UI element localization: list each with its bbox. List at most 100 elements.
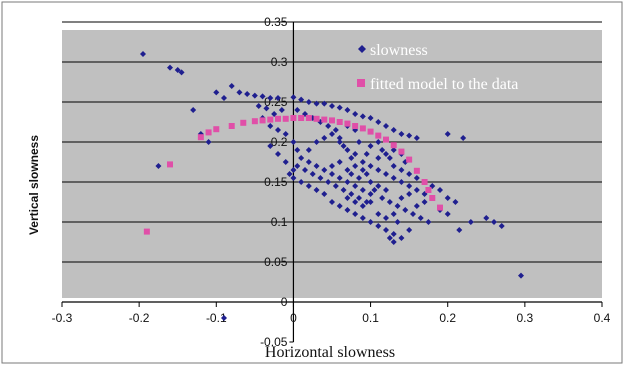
fitted-point-4 [213,126,220,133]
fitted-point-20 [352,123,359,129]
slowness-point-159 [332,183,339,189]
slowness-point-119 [444,195,451,201]
slowness-point-91 [363,171,370,177]
slowness-point-96 [394,203,401,209]
slowness-point-44 [313,163,320,169]
slowness-point-38 [275,127,281,133]
fitted-point-7 [251,118,258,125]
x-tick-label-3: 0 [290,311,297,325]
slowness-point-20 [359,113,366,120]
slowness-point-133 [413,203,420,209]
slowness-point-112 [398,167,405,173]
y-tick-label-3: 0.1 [271,215,288,229]
fitted-point-25 [390,142,397,149]
fitted-point-22 [367,128,374,135]
slowness-point-49 [352,183,359,189]
fitted-point-29 [421,179,428,185]
slowness-point-8 [259,93,266,100]
slowness-point-156 [356,195,362,201]
slowness-point-75 [321,191,328,197]
slowness-point-111 [390,163,397,169]
slowness-point-69 [413,187,420,193]
slowness-point-170 [383,187,389,193]
slowness-point-77 [336,203,343,209]
slowness-point-108 [375,139,382,145]
slowness-point-2 [174,67,181,73]
slowness-point-68 [406,183,413,189]
fitted-point-21 [359,125,366,132]
slowness-point-12 [298,96,305,103]
slowness-point-151 [375,211,382,217]
legend-label-fitted-model: fitted model to the data [370,76,518,93]
fitted-point-1 [167,161,173,168]
slowness-point-60 [344,147,351,153]
slowness-point-115 [413,175,420,181]
slowness-point-126 [491,219,497,225]
slowness-point-42 [298,155,305,161]
series-slowness-points [140,51,524,321]
slowness-point-89 [348,171,355,177]
slowness-point-93 [371,187,378,193]
fitted-point-5 [228,123,235,129]
slowness-point-0 [140,51,146,57]
slowness-point-83 [383,227,389,233]
slowness-point-40 [290,139,297,145]
slowness-point-163 [302,167,308,173]
slowness-point-110 [386,155,393,161]
slowness-point-17 [336,104,343,111]
slowness-point-164 [294,163,301,169]
slowness-point-153 [390,211,397,217]
slowness-point-109 [379,147,386,153]
slowness-point-32 [190,107,197,113]
slowness-point-65 [383,171,389,177]
slowness-point-18 [344,107,351,113]
y-tick-label-0: -0.05 [260,335,288,349]
slowness-point-157 [348,191,355,197]
slowness-point-124 [467,219,474,225]
slowness-point-175 [344,195,351,201]
slowness-point-26 [406,132,413,139]
slowness-point-107 [367,143,374,149]
slowness-point-105 [359,167,366,173]
slowness-point-173 [363,199,370,205]
slowness-point-154 [398,195,405,201]
slowness-point-167 [383,151,389,157]
y-axis-label: Vertical slowness [27,135,41,235]
axes [61,21,603,343]
x-tick-label-7: 0.4 [594,311,611,325]
slowness-point-58 [329,131,335,137]
slowness-point-92 [367,179,374,185]
slowness-point-24 [390,127,397,133]
slowness-point-6 [244,91,251,97]
fitted-point-27 [406,156,413,163]
slowness-point-148 [255,103,262,109]
fitted-point-10 [275,115,281,122]
slowness-point-71 [286,171,293,177]
slowness-point-22 [375,119,382,125]
slowness-point-101 [336,135,343,141]
slowness-point-61 [352,151,359,157]
slowness-point-166 [375,155,382,161]
slowness-point-125 [483,215,490,221]
slowness-point-28 [444,131,451,137]
slowness-point-39 [282,131,289,137]
slowness-point-48 [344,179,351,185]
slowness-point-90 [356,175,362,181]
slowness-point-4 [228,83,235,89]
slowness-point-37 [267,123,274,129]
slowness-point-131 [406,227,413,233]
slowness-point-63 [367,163,374,169]
slowness-point-149 [359,203,366,209]
slowness-point-3 [178,69,185,76]
x-tick-label-0: -0.3 [52,311,73,325]
fitted-point-26 [398,148,405,155]
fitted-point-6 [240,119,247,126]
fitted-point-32 [437,204,443,211]
slowness-point-11 [290,94,297,101]
slowness-point-155 [406,191,413,197]
slowness-point-97 [402,207,409,213]
slowness-point-21 [367,115,374,121]
fitted-point-23 [375,132,382,139]
